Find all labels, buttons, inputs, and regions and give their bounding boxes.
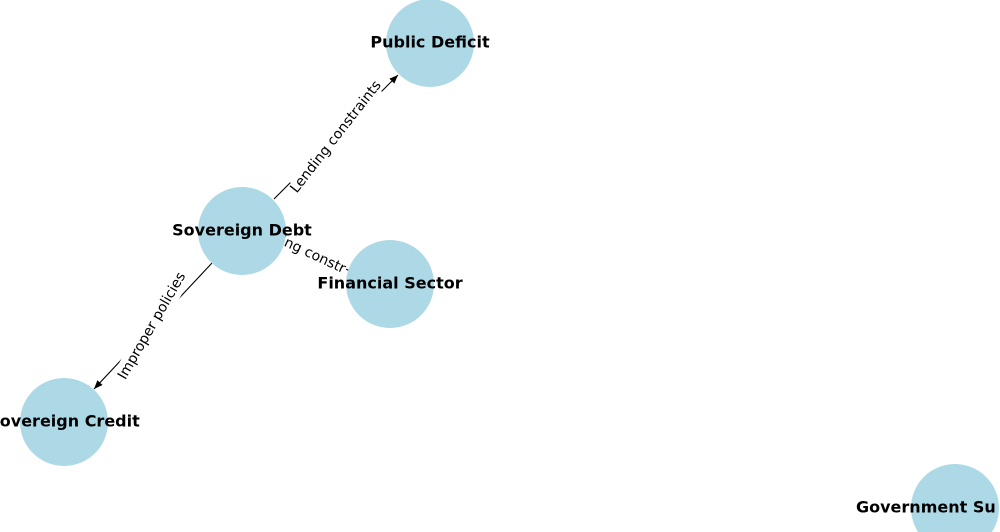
node-label: Government Su [856,498,996,517]
node-label: Sovereign Credit [0,412,140,431]
node-label: Public Deficit [370,33,490,52]
node-financial-sector: Financial Sector [317,240,463,328]
node-public-deficit: Public Deficit [370,0,490,87]
node-circle [346,240,434,328]
node-sovereign-credit: Sovereign Credit [0,378,140,466]
node-circle [911,464,999,532]
node-label: Financial Sector [317,274,462,293]
node-government-su: Government Su [856,464,999,532]
node-circle [20,378,108,466]
node-circle [386,0,474,87]
node-sovereign-debt: Sovereign Debt [172,187,312,275]
node-label: Sovereign Debt [172,221,312,240]
edge-label-lending: Lending constraints [287,78,384,196]
edge-label-financial: ing constr [278,233,348,277]
node-circle [198,187,286,275]
edge-label-improper: Improper policies [115,270,189,383]
